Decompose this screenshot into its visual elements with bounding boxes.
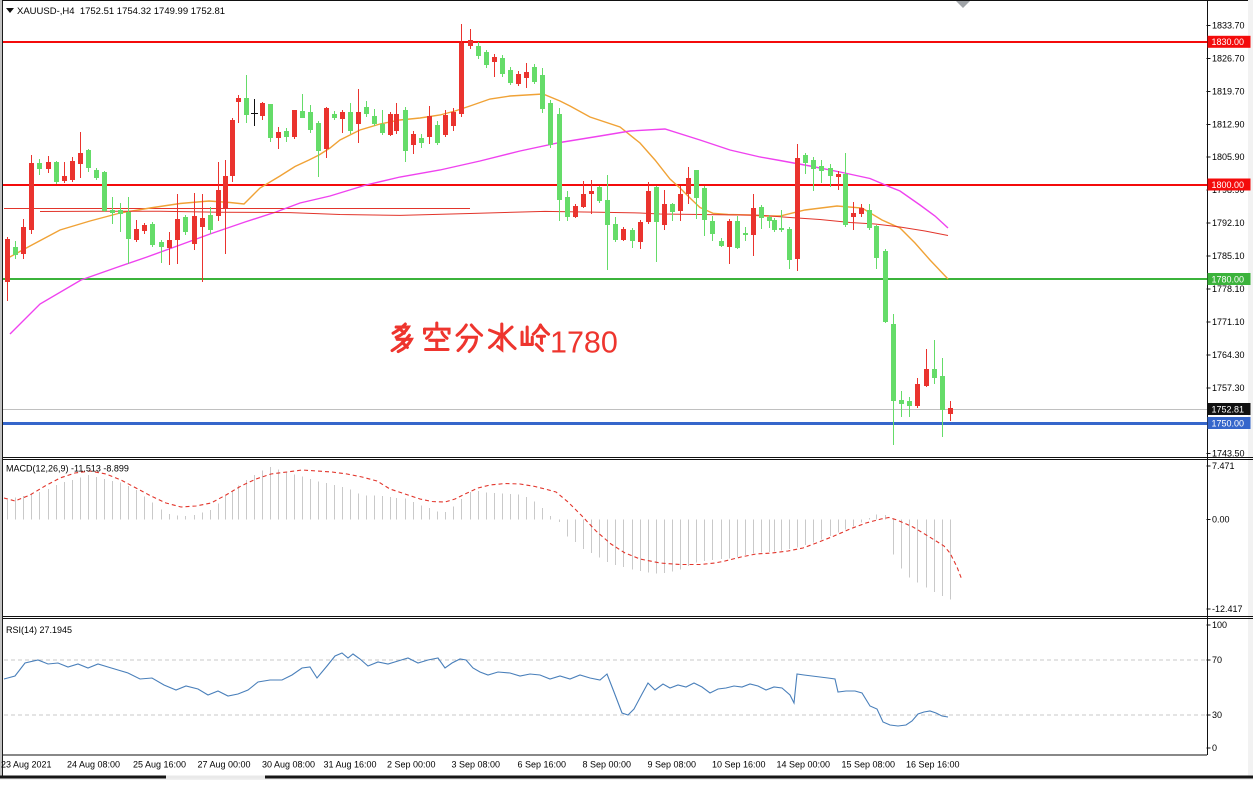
svg-text:RSI(14) 27.1945: RSI(14) 27.1945: [6, 625, 72, 635]
svg-text:30: 30: [1212, 710, 1222, 720]
svg-text:1785.10: 1785.10: [1212, 251, 1245, 261]
svg-text:1743.50: 1743.50: [1212, 449, 1245, 459]
svg-text:-12.417: -12.417: [1212, 604, 1243, 614]
svg-text:1830.00: 1830.00: [1212, 37, 1245, 47]
svg-text:1812.90: 1812.90: [1212, 120, 1245, 130]
svg-text:15 Sep 08:00: 15 Sep 08:00: [842, 760, 896, 770]
svg-text:0: 0: [1212, 743, 1217, 753]
svg-text:1752.81: 1752.81: [1212, 404, 1245, 414]
svg-text:1780: 1780: [550, 326, 618, 360]
svg-text:7.471: 7.471: [1212, 461, 1235, 471]
svg-text:70: 70: [1212, 655, 1222, 665]
svg-text:10 Sep 16:00: 10 Sep 16:00: [712, 760, 766, 770]
svg-text:1778.10: 1778.10: [1212, 284, 1245, 294]
svg-text:2 Sep 00:00: 2 Sep 00:00: [387, 760, 436, 770]
svg-text:31 Aug 16:00: 31 Aug 16:00: [324, 760, 377, 770]
svg-text:1833.70: 1833.70: [1212, 21, 1245, 31]
svg-text:16 Sep 16:00: 16 Sep 16:00: [906, 760, 960, 770]
svg-text:1826.70: 1826.70: [1212, 54, 1245, 64]
svg-text:1764.30: 1764.30: [1212, 350, 1245, 360]
svg-text:1771.10: 1771.10: [1212, 317, 1245, 327]
svg-text:6 Sep 16:00: 6 Sep 16:00: [518, 760, 567, 770]
svg-text:0.00: 0.00: [1212, 515, 1230, 525]
svg-text:30 Aug 08:00: 30 Aug 08:00: [262, 760, 315, 770]
svg-text:14 Sep 00:00: 14 Sep 00:00: [777, 760, 831, 770]
svg-text:24 Aug 08:00: 24 Aug 08:00: [67, 760, 120, 770]
svg-text:1800.00: 1800.00: [1212, 180, 1245, 190]
svg-text:3 Sep 08:00: 3 Sep 08:00: [452, 760, 501, 770]
svg-text:1819.70: 1819.70: [1212, 87, 1245, 97]
svg-text:100: 100: [1212, 620, 1227, 630]
svg-text:1757.30: 1757.30: [1212, 383, 1245, 393]
svg-text:1780.00: 1780.00: [1212, 274, 1245, 284]
svg-text:MACD(12,26,9) -11.513 -8.899: MACD(12,26,9) -11.513 -8.899: [6, 464, 129, 474]
svg-text:1750.00: 1750.00: [1212, 418, 1245, 428]
svg-text:23 Aug 2021: 23 Aug 2021: [1, 760, 52, 770]
svg-text:1792.10: 1792.10: [1212, 218, 1245, 228]
svg-text:25 Aug 16:00: 25 Aug 16:00: [133, 760, 186, 770]
svg-text:XAUUSD-,H4 1752.51 1754.32 17: XAUUSD-,H4 1752.51 1754.32 1749.99 1752.…: [17, 6, 225, 17]
svg-text:1805.90: 1805.90: [1212, 152, 1245, 162]
svg-text:9 Sep 08:00: 9 Sep 08:00: [648, 760, 697, 770]
svg-text:8 Sep 00:00: 8 Sep 00:00: [583, 760, 632, 770]
svg-text:27 Aug 00:00: 27 Aug 00:00: [198, 760, 251, 770]
